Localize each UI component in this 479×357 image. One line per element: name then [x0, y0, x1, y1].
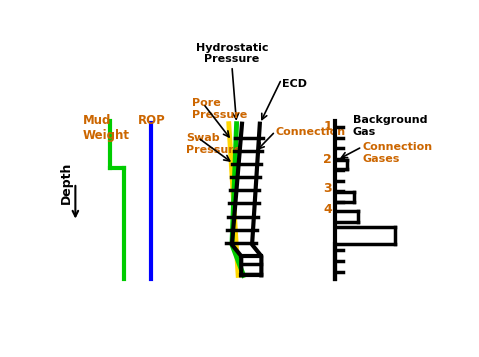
Text: Mud
Weight: Mud Weight — [83, 114, 130, 142]
Text: Pore
Pressure: Pore Pressure — [192, 98, 247, 120]
Text: 2: 2 — [323, 154, 332, 166]
Text: Background
Gas: Background Gas — [353, 115, 427, 137]
Text: 4: 4 — [323, 203, 332, 216]
Text: Connection: Connection — [275, 127, 345, 137]
Text: ECD: ECD — [282, 79, 307, 89]
Text: ROP: ROP — [137, 114, 165, 127]
Text: 1: 1 — [323, 120, 332, 133]
Text: Depth: Depth — [59, 162, 73, 204]
Text: Connection
Gases: Connection Gases — [362, 142, 432, 164]
Text: 3: 3 — [323, 182, 332, 195]
Text: Swab
Pressure: Swab Pressure — [186, 133, 241, 155]
Text: Hydrostatic
Pressure: Hydrostatic Pressure — [196, 43, 268, 65]
